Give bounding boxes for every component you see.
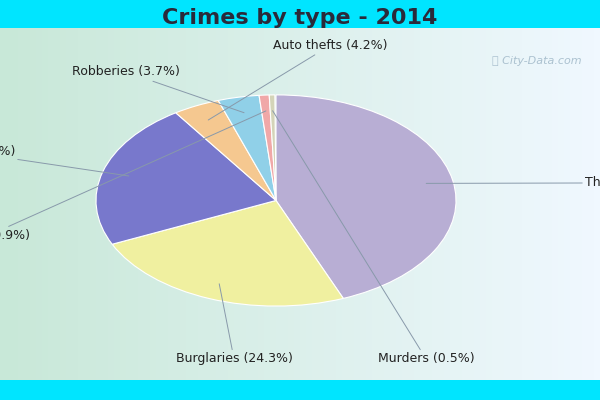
Text: Burglaries (24.3%): Burglaries (24.3%) (176, 284, 292, 365)
Wedge shape (259, 95, 276, 200)
Wedge shape (218, 95, 276, 200)
Text: Assaults (22.4%): Assaults (22.4%) (0, 145, 129, 176)
Text: Thefts (43.9%): Thefts (43.9%) (426, 176, 600, 189)
Text: Crimes by type - 2014: Crimes by type - 2014 (163, 8, 437, 28)
Text: Rapes (0.9%): Rapes (0.9%) (0, 111, 266, 242)
Wedge shape (269, 95, 276, 200)
Text: Robberies (3.7%): Robberies (3.7%) (72, 66, 244, 113)
Wedge shape (96, 113, 276, 244)
Wedge shape (176, 100, 276, 200)
Wedge shape (276, 95, 456, 298)
Text: ⓘ City-Data.com: ⓘ City-Data.com (493, 56, 582, 66)
Text: Auto thefts (4.2%): Auto thefts (4.2%) (208, 39, 387, 120)
Wedge shape (112, 200, 343, 306)
Text: Murders (0.5%): Murders (0.5%) (272, 111, 475, 365)
